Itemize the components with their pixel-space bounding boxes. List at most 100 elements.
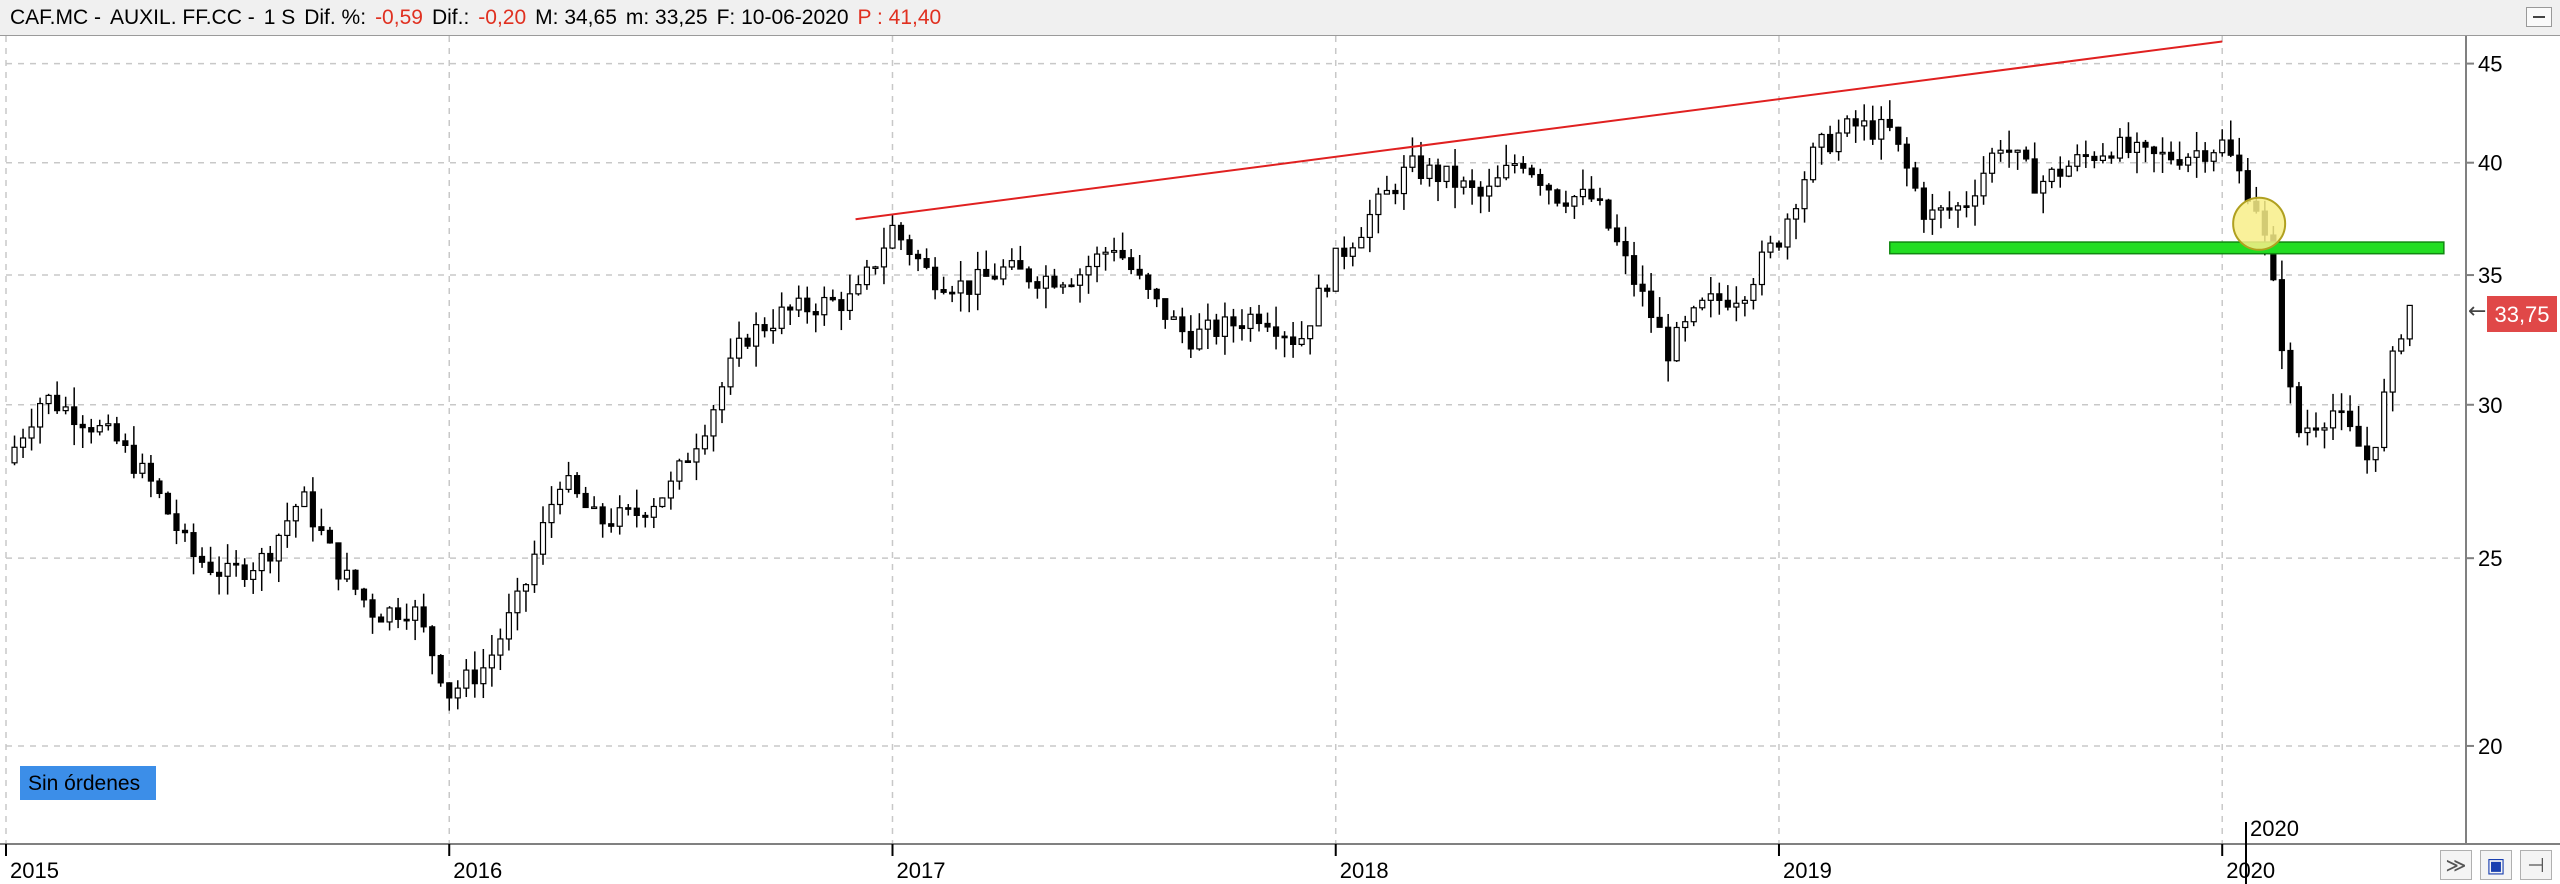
candle-body bbox=[1290, 336, 1297, 346]
candle-body bbox=[1059, 284, 1067, 288]
axes: 2020 45 40 35 30 25 20 2015 2016 2017 2018 2019 202… bbox=[0, 36, 2560, 884]
candle-body bbox=[1400, 166, 1408, 195]
candle-body bbox=[2082, 154, 2089, 158]
candle-body bbox=[1238, 325, 1246, 330]
dif-pct-value: -0,59 bbox=[375, 6, 423, 29]
x-tick-label: 2020 bbox=[2226, 858, 2275, 883]
price-pointer-icon: ← bbox=[2468, 299, 2486, 324]
candle-body bbox=[1724, 299, 1731, 308]
candle-body bbox=[1861, 120, 1868, 127]
candle-body bbox=[207, 561, 214, 573]
candle-body bbox=[1903, 143, 1910, 169]
candle-body bbox=[301, 491, 308, 508]
candle-body bbox=[258, 552, 265, 572]
candle-body bbox=[1622, 241, 1629, 257]
candle-body bbox=[1341, 247, 1348, 257]
price-tag bbox=[2487, 296, 2557, 332]
candle-body bbox=[522, 584, 530, 592]
candle-body bbox=[735, 337, 743, 359]
candle-body bbox=[497, 638, 504, 656]
candle-body bbox=[1187, 330, 1194, 350]
candle-body bbox=[1835, 132, 1842, 153]
x-tick-label: 2016 bbox=[453, 858, 502, 883]
candle-body bbox=[787, 306, 794, 311]
candle-body bbox=[548, 503, 555, 524]
candle-body bbox=[2312, 427, 2320, 431]
candle-body bbox=[625, 507, 632, 510]
candle-body bbox=[446, 682, 453, 699]
candlesticks bbox=[11, 100, 2413, 711]
candle-body bbox=[710, 409, 717, 437]
candle-body bbox=[1068, 284, 1075, 288]
candle-body bbox=[377, 616, 385, 623]
candle-body bbox=[718, 386, 726, 411]
candle-body bbox=[642, 514, 649, 518]
candle-body bbox=[1878, 118, 1885, 140]
candle-body bbox=[2236, 154, 2243, 172]
candle-body bbox=[897, 224, 905, 241]
candle-body bbox=[1272, 326, 1280, 337]
price-tag-group: ← 33,75 bbox=[2468, 296, 2557, 332]
candle-body bbox=[2031, 158, 2038, 194]
candle-body bbox=[2048, 168, 2055, 183]
support-zone bbox=[1889, 241, 2445, 255]
candle-body bbox=[471, 669, 478, 685]
candle-body bbox=[1963, 205, 1970, 208]
candle-body bbox=[940, 289, 947, 293]
candle-body bbox=[2176, 159, 2183, 166]
candle-body bbox=[1537, 173, 1544, 186]
candle-body bbox=[1929, 209, 1936, 220]
candle-body bbox=[582, 492, 589, 509]
candle-body bbox=[667, 480, 674, 499]
candle-body bbox=[633, 507, 640, 517]
max-label: M: 34,65 bbox=[535, 6, 617, 29]
candle-body bbox=[1025, 268, 1032, 283]
save-icon[interactable]: ▣ bbox=[2480, 850, 2512, 880]
candle-body bbox=[684, 460, 692, 464]
candle-body bbox=[130, 444, 137, 474]
candle-body bbox=[1315, 287, 1322, 327]
candle-body bbox=[1988, 152, 1996, 174]
candle-body bbox=[983, 268, 990, 277]
candle-body bbox=[1179, 316, 1186, 333]
candle-body bbox=[2278, 279, 2285, 352]
candle-body bbox=[2389, 350, 2396, 393]
corner-year-label: 2020 bbox=[2250, 816, 2299, 841]
candle-body bbox=[1128, 257, 1135, 271]
orders-badge-label: Sin órdenes bbox=[28, 772, 140, 795]
candle-body bbox=[880, 247, 888, 268]
candle-body bbox=[173, 513, 180, 531]
candle-body bbox=[2057, 168, 2064, 177]
candle-body bbox=[1247, 313, 1254, 330]
candle-body bbox=[1605, 199, 1612, 229]
candle-body bbox=[770, 327, 777, 332]
candle-body bbox=[343, 569, 351, 580]
candle-body bbox=[650, 505, 657, 518]
candle-body bbox=[164, 492, 172, 515]
candle-body bbox=[838, 299, 845, 312]
candle-body bbox=[28, 426, 35, 439]
orders-badge[interactable]: Sin órdenes bbox=[20, 766, 156, 800]
candle-body bbox=[1639, 283, 1646, 292]
candle-body bbox=[1162, 298, 1169, 320]
minimize-icon[interactable] bbox=[2526, 7, 2552, 27]
candle-body bbox=[79, 423, 86, 429]
candle-body bbox=[846, 293, 853, 312]
fit-chart-icon[interactable]: ≫ bbox=[2440, 850, 2472, 880]
candle-body bbox=[991, 275, 998, 280]
x-tick-label: 2019 bbox=[1783, 858, 1832, 883]
candle-body bbox=[2159, 151, 2166, 155]
candle-body bbox=[1980, 172, 1987, 197]
candle-body bbox=[2202, 150, 2209, 162]
candle-body bbox=[932, 266, 939, 291]
y-tick-label: 20 bbox=[2478, 734, 2502, 759]
dif-label: Dif.: bbox=[431, 6, 470, 29]
candle-body bbox=[2355, 425, 2362, 447]
candle-body bbox=[2074, 154, 2081, 167]
dif-value: -0,20 bbox=[478, 6, 527, 29]
candle-body bbox=[403, 618, 410, 622]
candle-body bbox=[62, 406, 69, 412]
pin-icon[interactable]: ⊣ bbox=[2520, 850, 2552, 880]
candle-body bbox=[1792, 208, 1800, 220]
